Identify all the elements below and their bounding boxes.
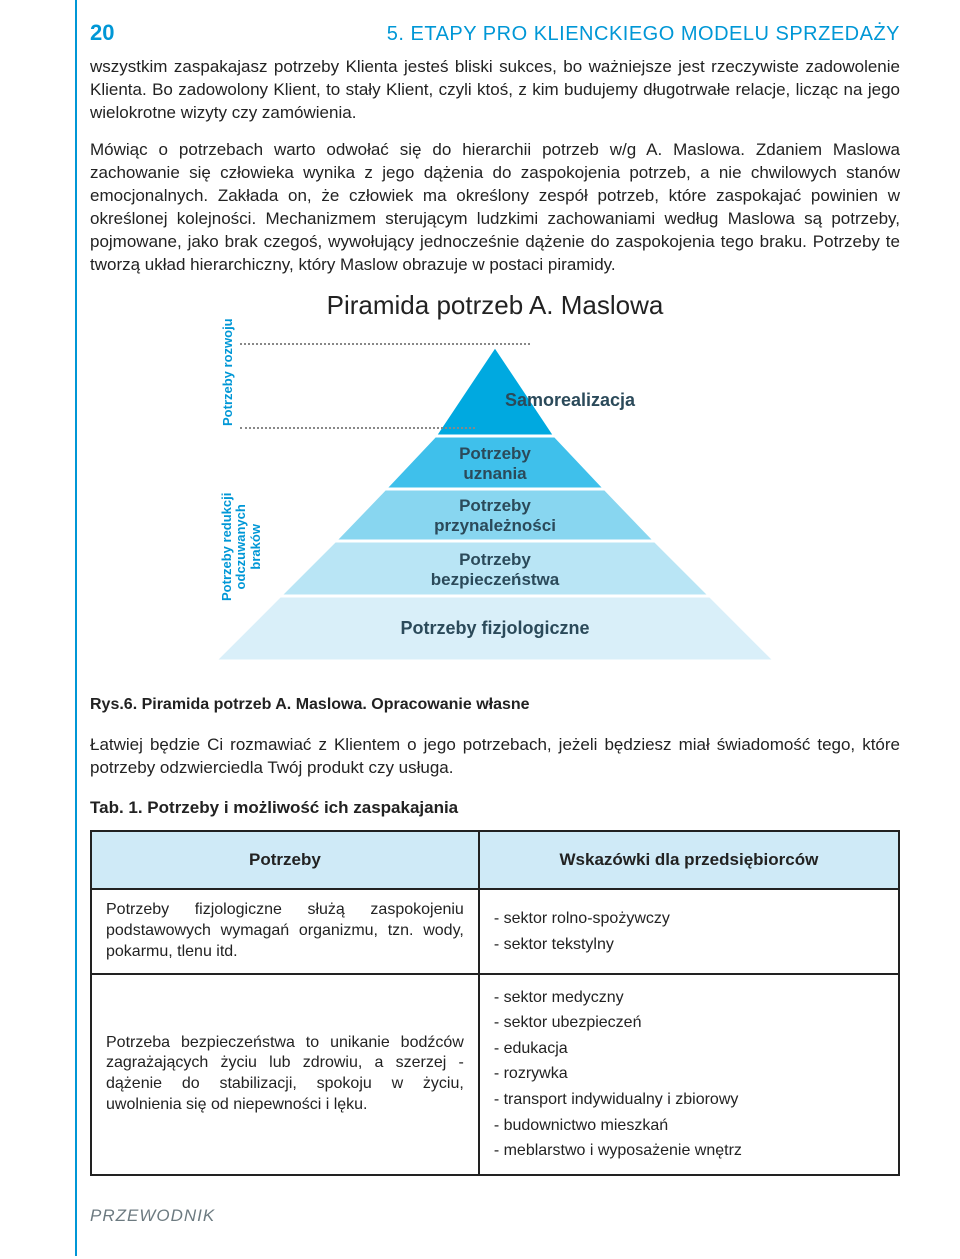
paragraph-2: Mówiąc o potrzebach warto odwołać się do… bbox=[90, 139, 900, 277]
page-header: 20 5. ETAPY PRO KLIENCKIEGO MODELU SPRZE… bbox=[90, 20, 900, 46]
table-cell-need-1: Potrzeby fizjologiczne służą zaspokojeni… bbox=[91, 889, 479, 973]
pyramid-label-4b: bezpieczeństwa bbox=[431, 570, 560, 589]
footer-label: PRZEWODNIK bbox=[90, 1206, 900, 1226]
page-number: 20 bbox=[90, 20, 114, 46]
table-row: Potrzeba bezpieczeństwa to unikanie bodź… bbox=[91, 974, 899, 1175]
side-label-deficit: Potrzeby redukcji odczuwanych braków bbox=[220, 493, 263, 601]
pyramid-label-3a: Potrzeby bbox=[459, 496, 531, 515]
pyramid-label-2b: uznania bbox=[463, 464, 527, 483]
table-header-col1: Potrzeby bbox=[91, 831, 479, 889]
table-cell-need-2: Potrzeba bezpieczeństwa to unikanie bodź… bbox=[91, 974, 479, 1175]
pyramid-label-4a: Potrzeby bbox=[459, 550, 531, 569]
side-label-growth: Potrzeby rozwoju bbox=[220, 319, 235, 427]
chapter-title: 5. ETAPY PRO KLIENCKIEGO MODELU SPRZEDAŻ… bbox=[387, 23, 900, 46]
table-cell-hints-1: - sektor rolno-spożywczy - sektor teksty… bbox=[479, 889, 899, 973]
table-header-row: Potrzeby Wskazówki dla przedsiębiorców bbox=[91, 831, 899, 889]
pyramid-label-1: Samorealizacja bbox=[505, 390, 636, 410]
paragraph-3: Łatwiej będzie Ci rozmawiać z Klientem o… bbox=[90, 734, 900, 780]
table-caption: Tab. 1. Potrzeby i możliwość ich zaspaka… bbox=[90, 798, 900, 818]
table-header-col2: Wskazówki dla przedsiębiorców bbox=[479, 831, 899, 889]
pyramid-figure: Piramida potrzeb A. Maslowa Potrzeby roz… bbox=[90, 290, 900, 681]
figure-caption: Rys.6. Piramida potrzeb A. Maslowa. Opra… bbox=[90, 696, 900, 714]
table-row: Potrzeby fizjologiczne służą zaspokojeni… bbox=[91, 889, 899, 973]
paragraph-1: wszystkim zaspakajasz potrzeby Klienta j… bbox=[90, 56, 900, 125]
needs-table: Potrzeby Wskazówki dla przedsiębiorców P… bbox=[90, 830, 900, 1176]
left-margin-rule bbox=[75, 0, 77, 1256]
table-cell-hints-2: - sektor medyczny - sektor ubezpieczeń -… bbox=[479, 974, 899, 1175]
pyramid-svg: Samorealizacja Potrzeby uznania Potrzeby… bbox=[175, 331, 815, 671]
pyramid-label-3b: przynależności bbox=[434, 516, 556, 535]
pyramid-label-2a: Potrzeby bbox=[459, 444, 531, 463]
dotted-line-mid bbox=[240, 427, 475, 429]
dotted-line-top bbox=[240, 343, 530, 345]
pyramid-label-5: Potrzeby fizjologiczne bbox=[400, 618, 589, 638]
pyramid-title: Piramida potrzeb A. Maslowa bbox=[90, 290, 900, 321]
